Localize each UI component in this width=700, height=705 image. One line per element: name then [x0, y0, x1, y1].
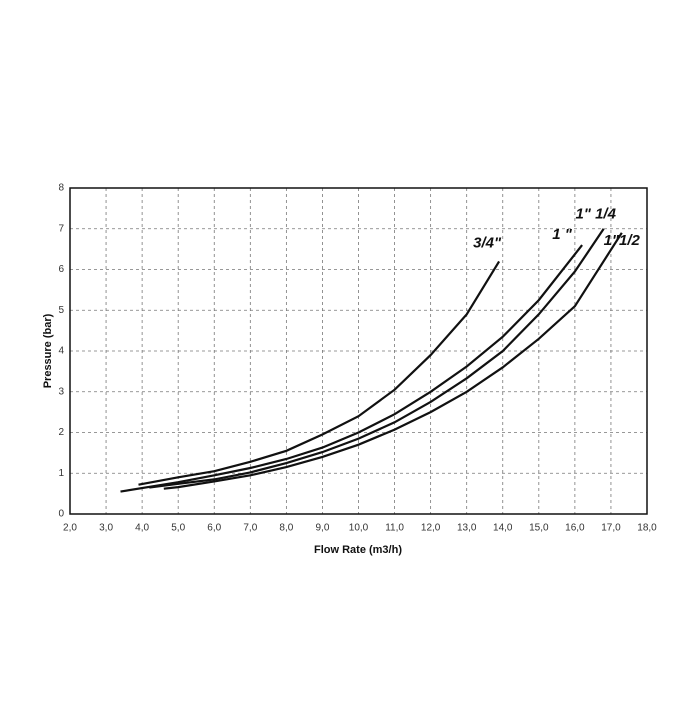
- x-tick-label: 5,0: [171, 523, 185, 534]
- series-label: 3/4": [473, 234, 502, 251]
- series-label: 1 ": [552, 226, 573, 243]
- x-axis-title: Flow Rate (m3/h): [314, 544, 402, 556]
- x-tick-label: 2,0: [63, 523, 77, 534]
- plot-frame: [69, 187, 648, 515]
- x-tick-label: 14,0: [493, 523, 513, 534]
- x-tick-label: 6,0: [207, 523, 221, 534]
- x-tick-label: 4,0: [135, 523, 149, 534]
- y-axis-title: Pressure (bar): [42, 313, 54, 388]
- x-tick-label: 9,0: [315, 523, 329, 534]
- x-tick-label: 13,0: [457, 523, 477, 534]
- x-tick-label: 18,0: [637, 523, 657, 534]
- y-tick-label: 8: [58, 183, 64, 194]
- y-tick-label: 1: [58, 468, 64, 479]
- x-tick-label: 7,0: [243, 523, 257, 534]
- x-tick-label: 17,0: [601, 523, 621, 534]
- x-tick-label: 16,0: [565, 523, 585, 534]
- x-tick-label: 12,0: [421, 523, 441, 534]
- x-tick-label: 15,0: [529, 523, 549, 534]
- y-tick-label: 2: [58, 427, 64, 438]
- y-tick-label: 3: [58, 386, 64, 397]
- x-tick-label: 10,0: [349, 523, 369, 534]
- series-label: 1"1/2: [604, 232, 641, 249]
- series-line: [120, 244, 583, 493]
- series-line: [149, 228, 605, 489]
- x-tick-label: 8,0: [279, 523, 293, 534]
- series-label: 1" 1/4: [575, 206, 616, 223]
- series-line: [163, 232, 623, 490]
- y-tick-label: 5: [58, 305, 64, 316]
- x-tick-label: 3,0: [99, 523, 113, 534]
- y-tick-label: 0: [58, 509, 64, 520]
- y-tick-label: 6: [58, 264, 64, 275]
- y-tick-label: 7: [58, 223, 64, 234]
- series-line: [138, 260, 501, 486]
- y-tick-label: 4: [58, 346, 64, 357]
- x-tick-label: 11,0: [385, 523, 404, 534]
